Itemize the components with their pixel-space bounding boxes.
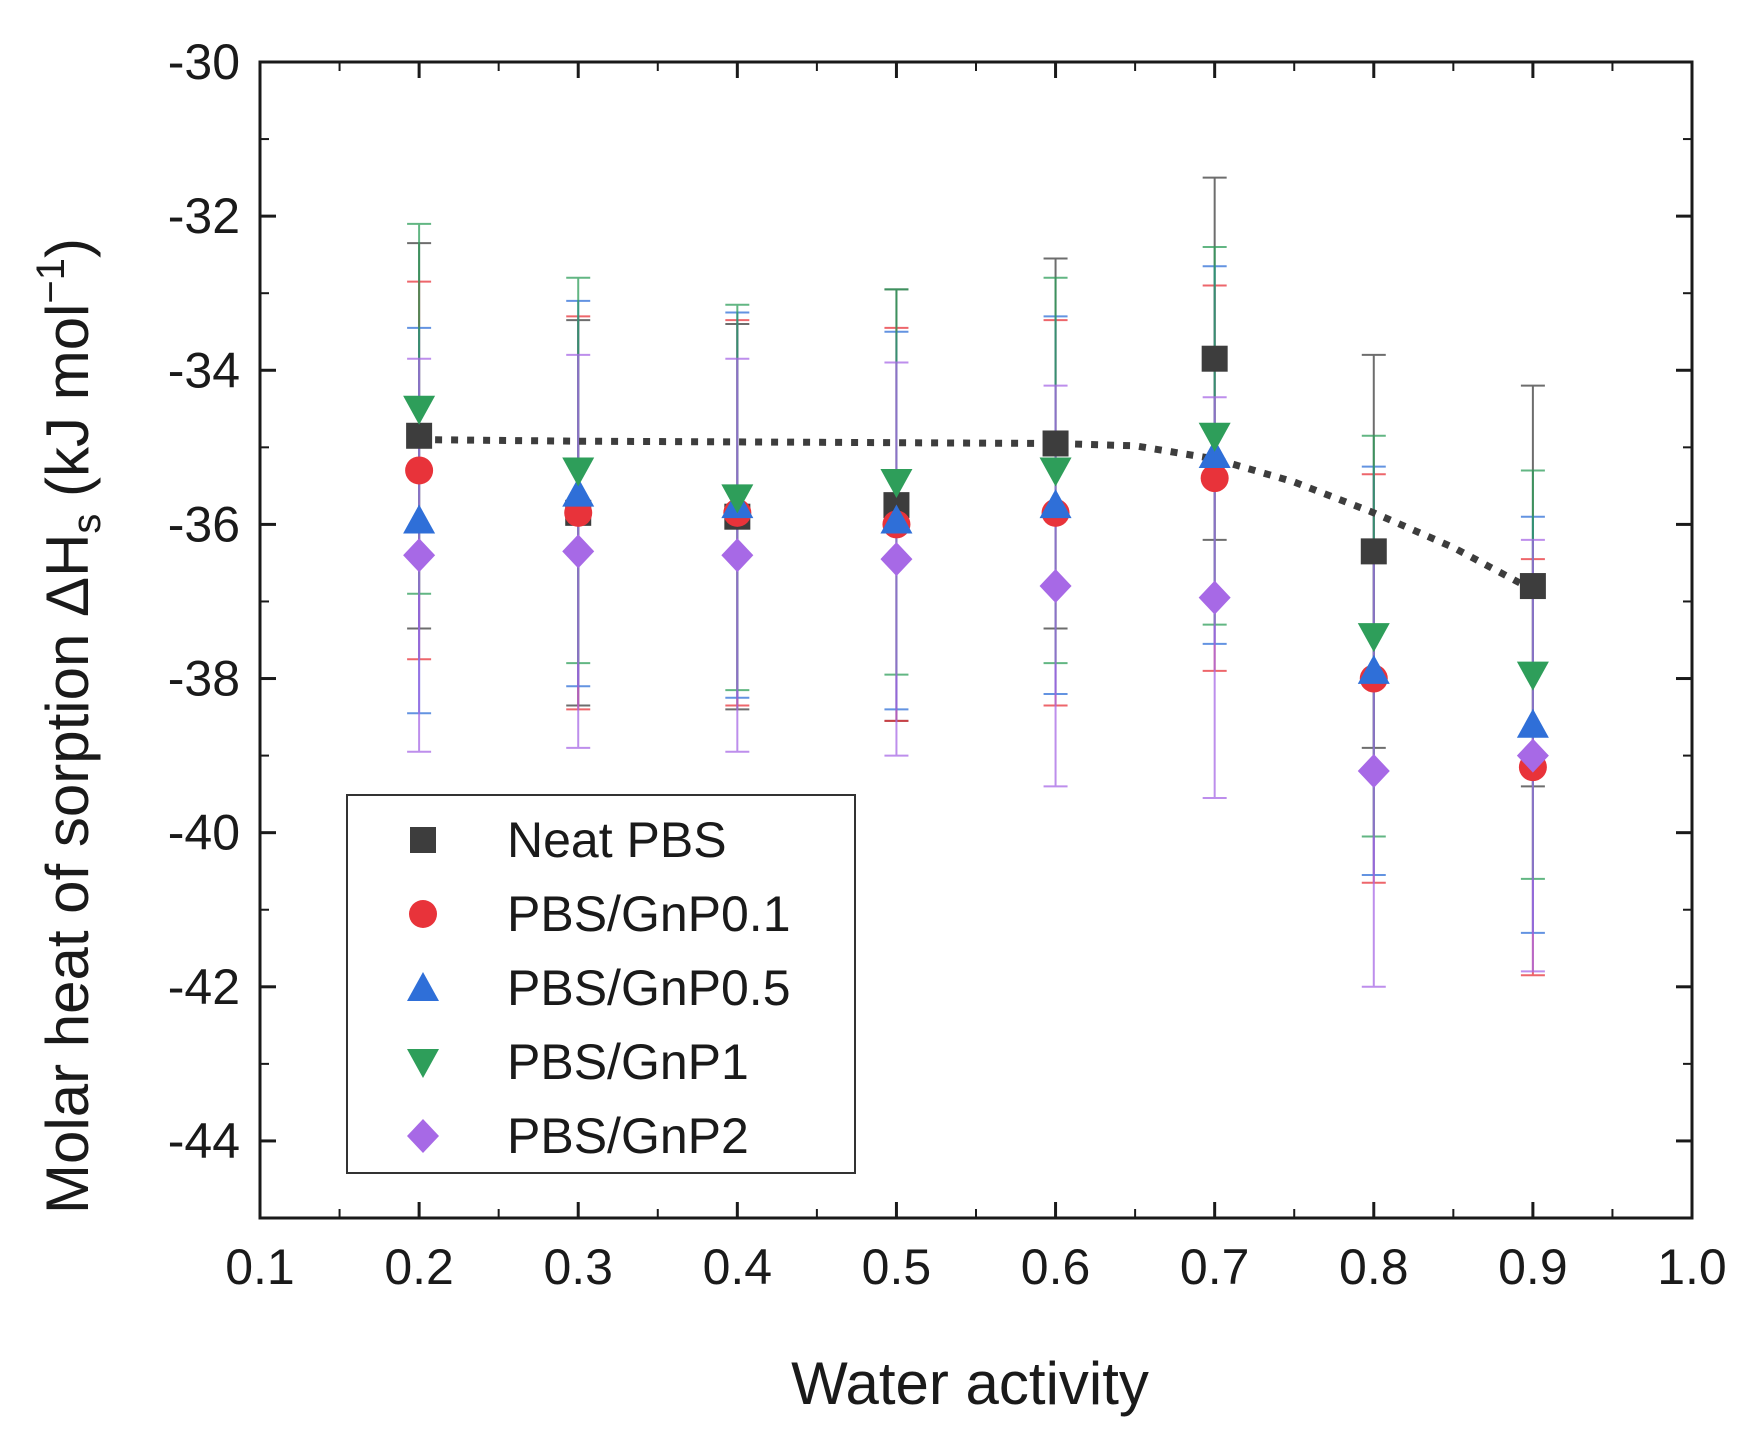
legend-label: PBS/GnP2	[507, 1108, 749, 1164]
legend-box	[346, 794, 856, 1174]
point-triangle-down-3-6	[1357, 623, 1390, 653]
legend-item: PBS/GnP0.1	[409, 886, 791, 942]
point-square-0-5	[1201, 345, 1228, 372]
point-triangle-up-2-7	[1516, 708, 1549, 738]
legend-marker-diamond	[407, 1119, 439, 1153]
point-diamond-4-3	[880, 542, 913, 577]
x-axis-title: Water activity	[791, 1350, 1149, 1417]
point-triangle-down-3-3	[880, 469, 913, 499]
point-triangle-up-2-0	[403, 504, 436, 534]
x-tick-label: 1.0	[1657, 1239, 1727, 1295]
axes: 0.1 0.2 0.3 0.4 0.5 0.6 0.7 0.8 0.9 1.0 -30 -32 -34 -…	[168, 34, 1727, 1295]
point-circle-1-5	[1200, 464, 1229, 493]
y-axis-title-superscript: −1	[29, 258, 73, 304]
point-diamond-4-5	[1198, 580, 1231, 615]
point-square-0-4	[1042, 430, 1069, 457]
point-diamond-4-6	[1357, 754, 1390, 789]
point-triangle-down-3-2	[721, 484, 754, 514]
y-axis-title-main: Molar heat of sorption ΔH	[34, 534, 101, 1214]
y-tick-label: -34	[168, 342, 240, 398]
legend: Neat PBS PBS/GnP0.1 PBS/GnP0.5 PBS/GnP1 PBS/…	[346, 794, 856, 1174]
fit-line-group	[419, 436, 1535, 593]
legend-marker-square	[410, 827, 436, 853]
point-diamond-4-4	[1039, 569, 1072, 604]
point-square-0-7	[1519, 573, 1546, 600]
y-axis-title-subscript: s	[65, 514, 109, 534]
x-tick-label: 0.2	[384, 1239, 454, 1295]
legend-marker-circle	[409, 900, 437, 928]
legend-marker-triangle-down	[407, 1049, 439, 1078]
legend-label: PBS/GnP0.1	[507, 886, 791, 942]
legend-item: PBS/GnP0.5	[407, 960, 791, 1016]
point-triangle-down-3-1	[562, 457, 595, 487]
legend-label: PBS/GnP1	[507, 1034, 749, 1090]
y-tick-label: -44	[168, 1113, 240, 1169]
y-axis-title: Molar heat of sorption ΔHs (kJ mol−1)	[29, 238, 109, 1214]
point-triangle-up-2-1	[562, 477, 595, 507]
x-tick-label: 0.4	[703, 1239, 773, 1295]
y-tick-label: -36	[168, 496, 240, 552]
legend-label: PBS/GnP0.5	[507, 960, 791, 1016]
y-tick-label: -30	[168, 34, 240, 90]
y-tick-label: -42	[168, 959, 240, 1015]
point-triangle-down-3-0	[403, 395, 436, 425]
legend-marker-triangle-up	[407, 972, 439, 1001]
point-diamond-4-2	[721, 538, 754, 573]
point-triangle-up-2-5	[1198, 439, 1231, 469]
x-tick-label: 0.9	[1498, 1239, 1568, 1295]
point-triangle-up-2-6	[1357, 654, 1390, 684]
point-diamond-4-7	[1516, 738, 1549, 773]
data-markers	[403, 345, 1549, 789]
point-triangle-down-3-4	[1039, 457, 1072, 487]
point-square-0-6	[1360, 538, 1387, 565]
x-tick-label: 0.8	[1339, 1239, 1409, 1295]
x-tick-label: 0.7	[1180, 1239, 1250, 1295]
legend-label: Neat PBS	[507, 812, 727, 868]
point-square-0-0	[406, 422, 433, 449]
y-axis-title-close: )	[34, 238, 101, 258]
y-tick-label: -40	[168, 805, 240, 861]
legend-item: Neat PBS	[410, 812, 727, 868]
point-diamond-4-1	[562, 534, 595, 569]
legend-item: PBS/GnP1	[407, 1034, 749, 1090]
y-tick-label: -38	[168, 651, 240, 707]
fit-line	[419, 436, 1535, 593]
y-axis-title-unit: (kJ mol	[34, 304, 101, 514]
x-tick-label: 0.5	[862, 1239, 932, 1295]
x-tick-label: 0.6	[1021, 1239, 1091, 1295]
x-tick-label: 0.3	[543, 1239, 613, 1295]
point-triangle-up-2-4	[1039, 489, 1072, 519]
point-diamond-4-0	[403, 538, 436, 573]
point-triangle-down-3-7	[1516, 661, 1549, 691]
y-tick-label: -32	[168, 188, 240, 244]
x-tick-label: 0.1	[225, 1239, 295, 1295]
point-circle-1-0	[405, 456, 434, 485]
point-triangle-down-3-5	[1198, 422, 1231, 452]
point-triangle-up-2-3	[880, 504, 913, 534]
legend-item: PBS/GnP2	[407, 1108, 749, 1164]
